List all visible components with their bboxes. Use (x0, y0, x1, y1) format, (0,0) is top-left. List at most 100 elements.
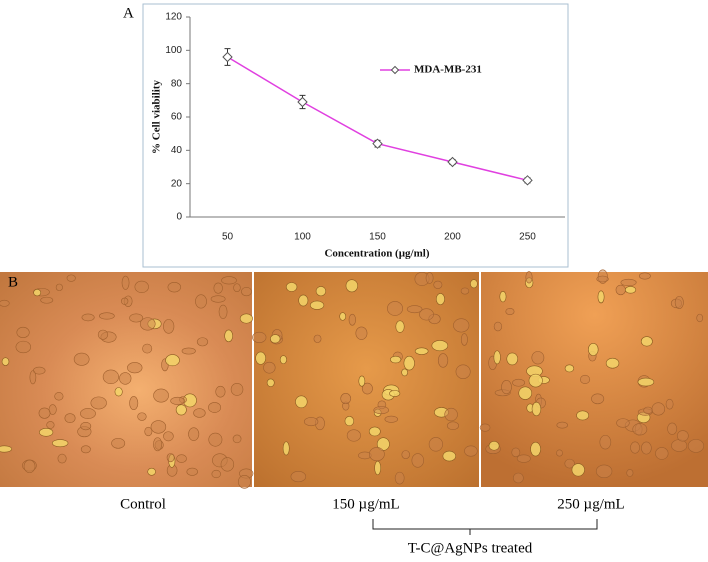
cell (638, 272, 651, 280)
cell (512, 378, 526, 387)
y-tick-label: 60 (171, 112, 183, 123)
cell (193, 408, 206, 418)
cell (464, 445, 478, 457)
cell (580, 374, 591, 385)
cell (588, 342, 599, 356)
x-tick-label: 200 (444, 232, 461, 243)
cell (163, 319, 175, 334)
cell (0, 445, 13, 453)
cell (368, 447, 385, 462)
cell (428, 437, 443, 452)
cell (339, 312, 347, 321)
cell (651, 402, 666, 416)
cell (57, 453, 67, 464)
cell (696, 313, 704, 323)
cell (121, 275, 130, 290)
cell (255, 351, 267, 365)
cell (687, 439, 705, 453)
cell (401, 368, 408, 377)
cell (147, 467, 156, 476)
cell (655, 447, 669, 460)
y-axis-label: % Cell viability (151, 80, 163, 154)
cell (599, 434, 612, 450)
cell (525, 271, 533, 284)
group-label: T-C@AgNPs treated (408, 540, 533, 556)
cell (676, 430, 689, 442)
cell (576, 410, 590, 421)
cell (175, 404, 187, 416)
cell (616, 418, 630, 428)
cell (232, 434, 242, 444)
cell (150, 420, 167, 434)
cell (73, 352, 90, 366)
cell (144, 426, 153, 437)
cell (221, 276, 237, 285)
cell (624, 286, 637, 294)
cell (446, 421, 460, 431)
cell (387, 301, 403, 316)
cell (435, 293, 445, 306)
cell (111, 437, 126, 449)
cell (303, 417, 319, 427)
cell (279, 355, 287, 365)
marker (372, 138, 383, 149)
cell (239, 313, 253, 324)
cell (165, 354, 180, 367)
cell (425, 272, 434, 284)
marker (447, 156, 458, 168)
cell (556, 449, 563, 457)
cell (80, 422, 92, 431)
marker (522, 175, 533, 186)
cell (389, 390, 401, 397)
cell (313, 334, 322, 343)
cell (298, 294, 309, 307)
cell (15, 340, 32, 354)
cell (64, 413, 76, 424)
legend-label: MDA-MB-231 (414, 64, 482, 76)
caption: 250 µg/mL (557, 496, 624, 512)
cell (233, 283, 241, 293)
cell (384, 415, 398, 423)
cell (632, 423, 648, 436)
cell (403, 355, 415, 371)
cell (80, 445, 91, 454)
cell (46, 421, 55, 429)
cell (373, 406, 389, 415)
cell (137, 412, 147, 421)
cell (270, 334, 281, 344)
cell (516, 454, 531, 463)
cell (218, 304, 228, 319)
cell (505, 308, 515, 315)
cell (499, 291, 507, 303)
cell (571, 463, 585, 477)
cell (531, 351, 545, 365)
cell (29, 370, 37, 385)
cell (406, 305, 423, 314)
x-tick-label: 250 (519, 232, 536, 243)
cell (295, 395, 308, 409)
cell (460, 287, 470, 295)
cell (139, 317, 156, 331)
cell (401, 450, 410, 460)
cell (455, 364, 471, 379)
cell (211, 469, 221, 479)
cell (215, 385, 226, 398)
y-tick-label: 80 (171, 78, 183, 89)
cell (419, 308, 434, 321)
cell (129, 313, 144, 323)
cell (433, 280, 443, 289)
cell (674, 295, 684, 309)
cell (129, 396, 139, 411)
cell (16, 326, 30, 338)
cell (493, 350, 501, 365)
x-axis-label: Concentration (µg/ml) (324, 248, 429, 260)
cell (195, 294, 207, 309)
cell (626, 469, 634, 477)
y-tick-label: 0 (176, 212, 182, 223)
cell (163, 431, 174, 442)
cell (142, 343, 153, 354)
cell (166, 453, 175, 463)
cell (208, 432, 223, 447)
cell (512, 472, 524, 484)
